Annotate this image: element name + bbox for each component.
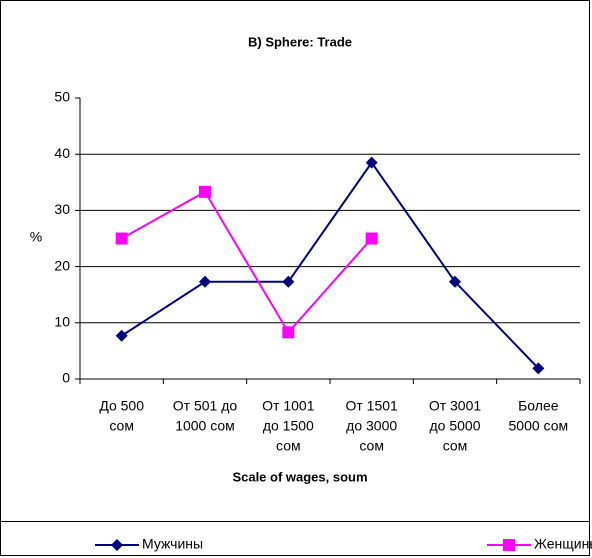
series-line — [121, 160, 540, 370]
data-point — [115, 329, 128, 342]
x-tick-label: От 1001 — [262, 398, 315, 414]
legend-label: Женщины — [534, 536, 592, 552]
x-tick-label: до 5000 — [430, 418, 481, 434]
data-point — [365, 156, 378, 169]
y-tick-label: 20 — [54, 257, 70, 273]
x-tick-label: От 1501 — [345, 398, 398, 414]
data-point — [199, 185, 211, 198]
legend-marker — [503, 539, 515, 551]
y-tick-label: 10 — [54, 314, 70, 330]
x-tick-label: до 1500 — [263, 418, 314, 434]
data-point — [282, 275, 295, 288]
x-tick-label: До 500 — [99, 398, 144, 414]
chart-title: B) Sphere: Trade — [248, 34, 352, 49]
x-tick-label: до 3000 — [346, 418, 397, 434]
data-point — [282, 326, 295, 339]
legend-marker — [111, 539, 123, 551]
data-point — [199, 275, 211, 288]
legend-label: Мужчины — [142, 536, 203, 552]
x-axis-label: Scale of wages, soum — [232, 469, 367, 484]
x-tick-label: Более — [518, 398, 559, 414]
y-tick-label: 0 — [62, 370, 70, 386]
data-point — [115, 232, 128, 245]
y-tick-label: 40 — [54, 145, 70, 161]
x-tick-label: От 3001 — [429, 398, 482, 414]
x-tick-label: 5000 сом — [509, 418, 569, 434]
data-point — [365, 232, 378, 245]
x-tick-label: сом — [276, 438, 301, 454]
data-point — [532, 362, 545, 375]
y-tick-label: 30 — [54, 201, 70, 217]
x-tick-label: сом — [359, 438, 384, 454]
data-point — [449, 275, 461, 288]
y-axis-label: % — [30, 229, 42, 245]
x-tick-label: От 501 до — [173, 398, 238, 414]
series-line — [121, 190, 373, 335]
x-tick-label: сом — [443, 438, 468, 454]
y-tick-label: 50 — [54, 89, 70, 105]
x-tick-label: 1000 сом — [175, 418, 235, 434]
x-tick-label: сом — [109, 418, 134, 434]
